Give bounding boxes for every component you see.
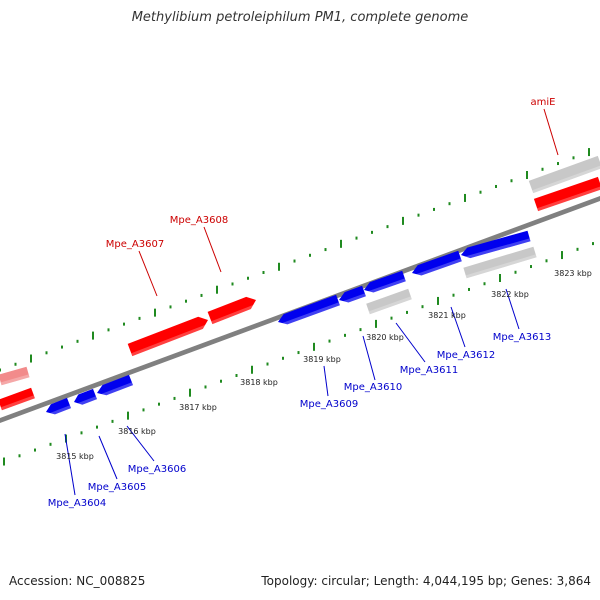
label-mpe-a3612-leader: [450, 306, 466, 348]
label-mpe-a3610-leader: [362, 335, 376, 381]
label-mpe-a3609: Mpe_A3609: [300, 399, 358, 410]
gene-arrow-mpe-a3608: [207, 296, 256, 325]
gene-arrow-mpe-a3610: [339, 285, 366, 303]
label-mpe-a3604-leader: [64, 433, 76, 496]
gene-arrow-grey-mid: [366, 288, 412, 315]
gene-arrow-left-edge: [0, 387, 35, 411]
scale-label-3817: 3817 kbp: [179, 403, 217, 412]
outer-tick-track: [0, 148, 590, 372]
label-mpe-a3604: Mpe_A3604: [48, 498, 106, 509]
scale-labels: 3815 kbp 3816 kbp 3817 kbp 3818 kbp 3819 kbp…: [56, 269, 592, 461]
scale-label-3819: 3819 kbp: [303, 355, 341, 364]
label-mpe-a3613-leader: [505, 288, 520, 330]
gene-arrow-mpe-a3608-highlight: [211, 303, 259, 325]
scale-label-3820: 3820 kbp: [366, 333, 404, 342]
label-mpe-a3613: Mpe_A3613: [493, 332, 551, 343]
gene-arrow-mpe-a3605: [74, 388, 97, 405]
label-mpe-a3607-leader: [138, 250, 158, 297]
gene-arrow-mpe-a3607: [127, 316, 208, 357]
gene-arrow-mpe-a3605-highlight: [74, 396, 97, 408]
gene-arrow-mpe-a3604-highlight: [46, 405, 71, 418]
gene-arrow-mpe-a3606: [97, 374, 133, 396]
label-mpe-a3608-leader: [203, 226, 222, 273]
gene-arrow-faded: [0, 366, 30, 386]
gene-arrow-mpe-a3613-highlight: [461, 238, 531, 261]
genome-summary-text: Topology: circular; Length: 4,044,195 bp…: [261, 574, 591, 588]
gene-arrow-mpe-a3612-highlight: [412, 258, 462, 279]
gene-arrow-mpe-a3612: [412, 250, 462, 276]
scale-label-3818: 3818 kbp: [240, 378, 278, 387]
label-mpe-a3611-leader: [395, 322, 426, 363]
gene-features: [0, 155, 600, 418]
scale-label-3815: 3815 kbp: [56, 452, 94, 461]
gene-callouts: Mpe_A3607 Mpe_A3608 amiE Mpe_A3604 Mpe_A3605…: [48, 97, 559, 509]
label-mpe-a3605-leader: [98, 435, 118, 480]
label-amie-leader: [543, 108, 559, 156]
gene-arrow-left-edge-highlight: [0, 395, 35, 411]
label-mpe-a3612: Mpe_A3612: [437, 350, 495, 361]
label-mpe-a3605: Mpe_A3605: [88, 482, 146, 493]
scale-label-3822: 3822 kbp: [491, 290, 529, 299]
gene-arrow-mpe-a3610-highlight: [339, 293, 366, 306]
label-mpe-a3606-leader: [126, 425, 155, 462]
gene-arrow-mpe-a3606-highlight: [97, 382, 133, 399]
label-mpe-a3607: Mpe_A3607: [106, 239, 164, 250]
gene-arrow-amie: [533, 176, 600, 212]
gene-arrow-grey-top: [528, 155, 600, 194]
scale-label-3816: 3816 kbp: [118, 427, 156, 436]
accession-text: Accession: NC_008825: [9, 574, 146, 588]
label-mpe-a3610: Mpe_A3610: [344, 382, 402, 393]
gene-arrow-amie-highlight: [537, 186, 600, 212]
gene-arrow-mpe-a3611: [364, 270, 406, 293]
label-mpe-a3609-leader: [323, 365, 329, 397]
gene-arrow-mpe-a3611-highlight: [364, 278, 406, 296]
gene-arrow-mpe-a3609-highlight: [278, 302, 340, 328]
inner-tick-track: [3, 242, 594, 466]
label-mpe-a3606: Mpe_A3606: [128, 464, 186, 475]
gene-arrow-grey-top-highlight: [532, 165, 600, 194]
gene-arrow-mpe-a3604: [46, 397, 71, 415]
label-amie: amiE: [531, 97, 556, 108]
gene-arrow-grey-mid-highlight: [368, 296, 412, 315]
label-mpe-a3611: Mpe_A3611: [400, 365, 458, 376]
scale-label-3823: 3823 kbp: [554, 269, 592, 278]
gene-arrow-grey-right: [463, 246, 537, 279]
gene-arrow-mpe-a3607-highlight: [131, 323, 211, 357]
label-mpe-a3608: Mpe_A3608: [170, 215, 228, 226]
gene-arrow-faded-highlight: [0, 374, 30, 386]
gene-arrow-mpe-a3609: [278, 294, 340, 325]
gene-arrow-grey-right-highlight: [465, 254, 537, 279]
scale-label-3821: 3821 kbp: [428, 311, 466, 320]
gene-arrow-mpe-a3613: [461, 230, 531, 259]
map-title: Methylibium petroleiphilum PM1, complete…: [131, 10, 469, 25]
